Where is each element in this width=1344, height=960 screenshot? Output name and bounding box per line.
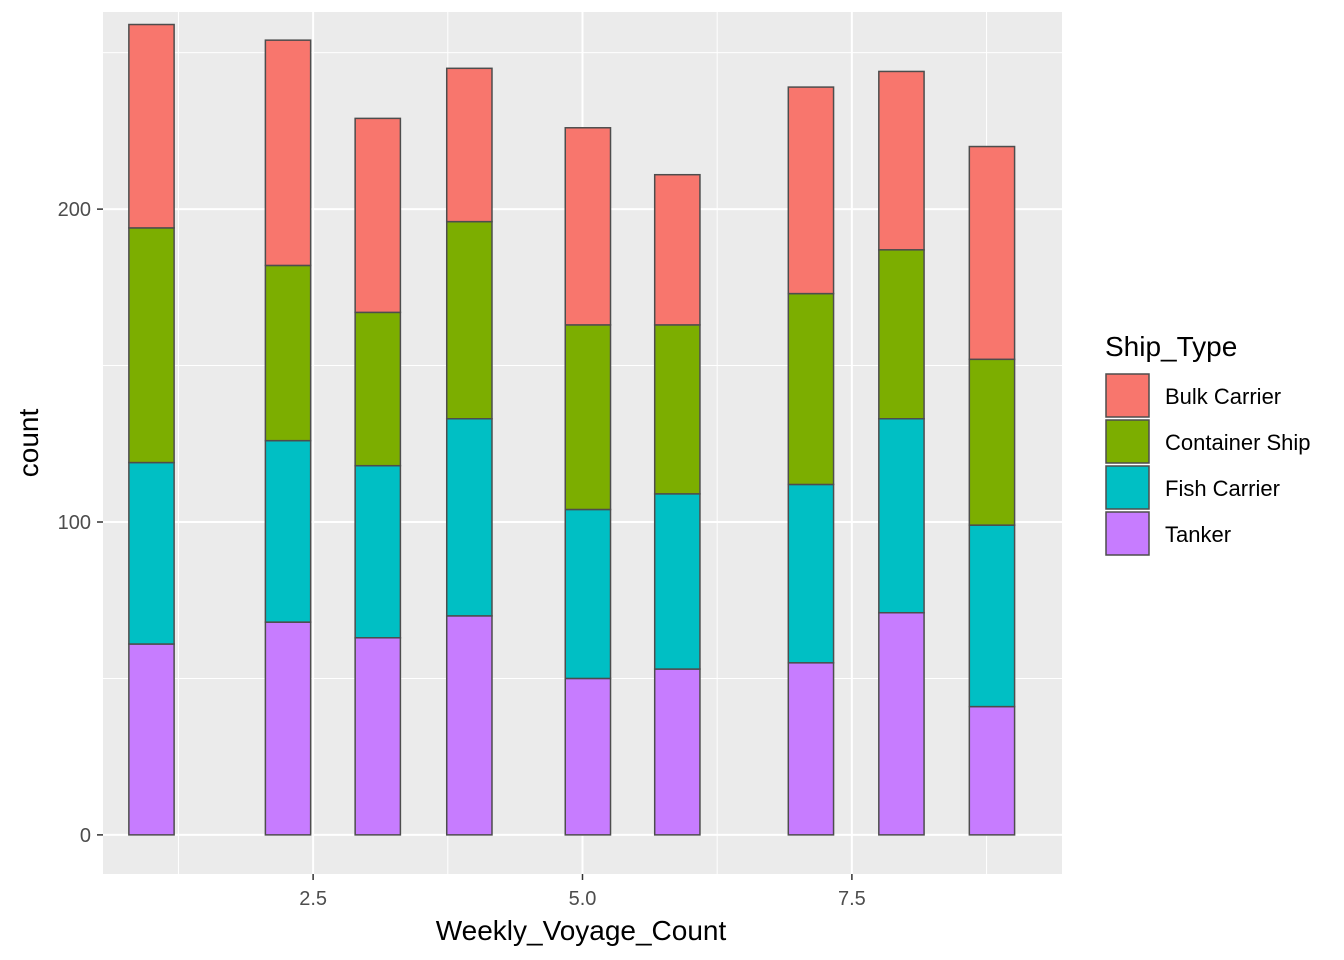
legend-key-bulk-carrier [1105,373,1150,418]
bar-segment-container-ship [653,324,701,495]
bar-segment-fish-carrier [445,418,493,617]
y-tick-label: 100 [58,512,91,534]
x-tick-label: 2.5 [299,888,327,910]
bar-segment-container-ship [968,358,1016,526]
bar-segment-container-ship [564,324,612,511]
bar-segment-bulk-carrier [968,145,1016,361]
bar-segment-tanker [968,705,1016,836]
legend-label: Fish Carrier [1165,476,1280,501]
legend: Ship_Type Bulk Carrier Container Ship Fish… [1105,331,1311,556]
bar-segment-tanker [878,611,925,836]
legend-key-tanker [1105,511,1150,556]
legend-key-container-ship [1105,419,1150,464]
bar-segment-tanker [564,677,612,836]
bar-segment-tanker [653,668,701,836]
bar-segment-bulk-carrier [128,23,175,229]
bar-segment-container-ship [354,311,402,467]
bar-segment-fish-carrier [653,493,701,670]
legend-label: Bulk Carrier [1165,384,1281,409]
x-axis-title: Weekly_Voyage_Count [436,915,727,946]
bar-segment-fish-carrier [968,524,1016,708]
bar-segment-fish-carrier [264,439,312,623]
y-tick-label: 200 [58,199,91,221]
bar-segment-container-ship [264,264,312,442]
bar-segment-bulk-carrier [354,117,402,314]
bar-segment-fish-carrier [354,464,402,639]
bar-segment-container-ship [878,249,925,420]
bar-segment-tanker [128,643,175,836]
bar-segment-bulk-carrier [264,39,312,267]
bar-segment-bulk-carrier [564,127,612,326]
bar-segment-bulk-carrier [878,70,925,251]
legend-label: Tanker [1165,522,1231,547]
bar-segment-bulk-carrier [653,173,701,326]
legend-key-fish-carrier [1105,465,1150,510]
bar-segment-fish-carrier [878,418,925,614]
bars [128,23,1016,836]
bar-segment-container-ship [128,227,175,464]
axes: 0 100 200 2.5 5.0 7.5 [58,199,866,910]
legend-title: Ship_Type [1105,331,1237,362]
x-tick-label: 7.5 [838,888,866,910]
bar-segment-tanker [445,615,493,836]
bar-segment-bulk-carrier [445,67,493,223]
y-axis-title: count [13,409,44,478]
bar-segment-bulk-carrier [787,86,835,295]
bar-segment-tanker [354,637,402,836]
bar-segment-tanker [264,621,312,836]
bar-segment-container-ship [787,292,835,486]
bar-segment-fish-carrier [787,483,835,664]
bar-segment-fish-carrier [564,508,612,680]
x-tick-label: 5.0 [569,888,597,910]
legend-label: Container Ship [1165,430,1311,455]
bar-segment-tanker [787,662,835,836]
bar-segment-container-ship [445,220,493,420]
y-tick-label: 0 [80,825,91,847]
bar-segment-fish-carrier [128,461,175,645]
